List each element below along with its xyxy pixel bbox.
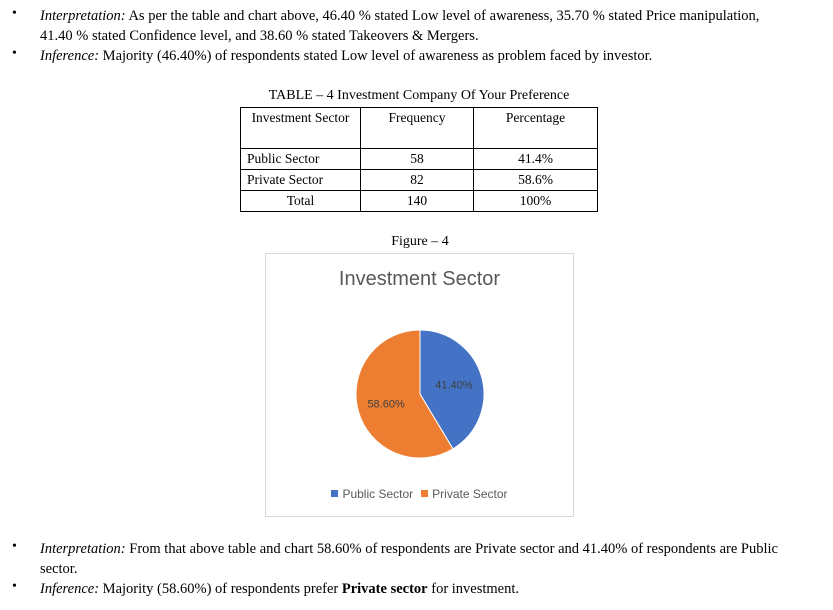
cell-frequency: 140 (360, 190, 474, 212)
bullet-dot: • (12, 539, 17, 554)
pie-data-label: 41.40% (435, 380, 473, 392)
table-row: Private Sector 82 58.6% (240, 169, 598, 191)
table-caption: TABLE – 4 Investment Company Of Your Pre… (268, 88, 570, 103)
header-percentage: Percentage (473, 107, 598, 149)
bullet-line1: As per the table and chart above, 46.40 … (125, 8, 760, 24)
bullet-lead: Inference: (40, 48, 100, 64)
table-header-row: Investment Sector Frequency Percentage (240, 107, 598, 149)
legend-swatch (331, 490, 339, 497)
cell-percentage: 41.4% (473, 148, 598, 170)
legend-label: Private Sector (432, 487, 508, 501)
table-row: Public Sector 58 41.4% (240, 148, 598, 170)
header-investment-sector: Investment Sector (240, 107, 361, 149)
table-row-total: Total 140 100% (240, 190, 598, 212)
pie-chart: Investment Sector 41.40% 58.60% Public Se… (265, 253, 574, 517)
bullet-lead: Inference: (40, 581, 100, 597)
bullet-text: Interpretation: As per the table and cha… (40, 6, 826, 46)
bullet-line1: From that above table and chart 58.60% o… (125, 541, 778, 557)
cell-percentage: 100% (473, 190, 598, 212)
bullet-dot: • (12, 6, 17, 21)
cell-frequency: 82 (360, 169, 474, 191)
bullet-dot: • (12, 46, 17, 61)
figure-caption: Figure – 4 (391, 234, 449, 249)
legend-item-private-sector: Private Sector (421, 487, 508, 501)
cell-percentage: 58.6% (473, 169, 598, 191)
bullet-pre: Majority (58.60%) of respondents prefer (99, 581, 342, 597)
bullet-bold: Private sector (341, 581, 428, 597)
legend-swatch (421, 490, 429, 497)
cell-sector: Public Sector (240, 148, 361, 170)
bullet-line2: sector. (40, 561, 78, 577)
pie-data-label: 58.60% (367, 398, 405, 410)
header-frequency: Frequency (360, 107, 474, 149)
bullet-lead: Interpretation: (40, 541, 126, 557)
chart-legend: Public Sector Private Sector (266, 487, 573, 501)
legend-item-public-sector: Public Sector (331, 487, 413, 501)
bullet-dot: • (12, 579, 17, 594)
bullet-line2: 41.40 % stated Confidence level, and 38.… (40, 28, 479, 44)
pie-chart-plot: 41.40% 58.60% (355, 329, 485, 459)
chart-title: Investment Sector (338, 268, 501, 290)
pie-slice-public-sector (419, 329, 485, 450)
cell-sector: Private Sector (240, 169, 361, 191)
bullet-text: Interpretation: From that above table an… (40, 539, 826, 579)
bullet-post: for investment. (427, 581, 520, 597)
cell-frequency: 58 (360, 148, 474, 170)
data-table: Investment Sector Frequency Percentage P… (240, 107, 598, 212)
bullet-body: Majority (46.40%) of respondents stated … (99, 48, 653, 64)
bullet-text: Inference: Majority (58.60%) of responde… (40, 579, 826, 599)
pie-slice-private-sector (355, 329, 454, 459)
legend-label: Public Sector (342, 487, 414, 501)
bullet-text: Inference: Majority (46.40%) of responde… (40, 46, 826, 66)
bullet-lead: Interpretation: (40, 8, 126, 24)
cell-sector: Total (240, 190, 361, 212)
